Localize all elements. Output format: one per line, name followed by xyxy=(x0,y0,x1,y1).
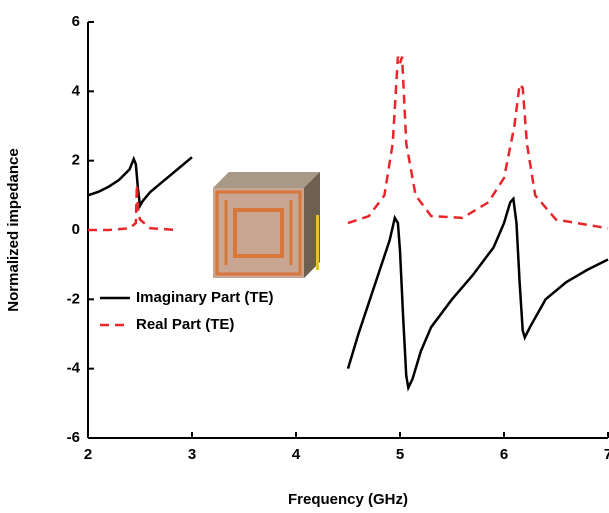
y-axis-label: Normalized impedance xyxy=(5,148,22,311)
x-tick-label: 7 xyxy=(604,446,609,463)
y-tick-label: -4 xyxy=(67,360,81,377)
x-tick-label: 2 xyxy=(84,446,92,463)
series-line xyxy=(88,157,608,388)
y-tick-label: 4 xyxy=(72,82,81,99)
x-tick-label: 3 xyxy=(188,446,196,463)
legend-label: Imaginary Part (TE) xyxy=(136,289,274,306)
y-tick-label: 0 xyxy=(72,221,80,238)
inset-image xyxy=(213,172,320,278)
x-tick-label: 6 xyxy=(500,446,508,463)
y-tick-label: 2 xyxy=(72,152,80,169)
y-tick-label: -2 xyxy=(67,290,80,307)
x-axis-label: Frequency (GHz) xyxy=(288,491,408,508)
y-tick-label: 6 xyxy=(72,13,80,30)
legend-label: Real Part (TE) xyxy=(136,316,234,333)
x-tick-label: 5 xyxy=(396,446,404,463)
series-line xyxy=(88,57,608,230)
y-tick-label: -6 xyxy=(67,429,80,446)
x-tick-label: 4 xyxy=(292,446,301,463)
chart: Frequency (GHz) Normalized impedance -6 -… xyxy=(0,0,609,513)
